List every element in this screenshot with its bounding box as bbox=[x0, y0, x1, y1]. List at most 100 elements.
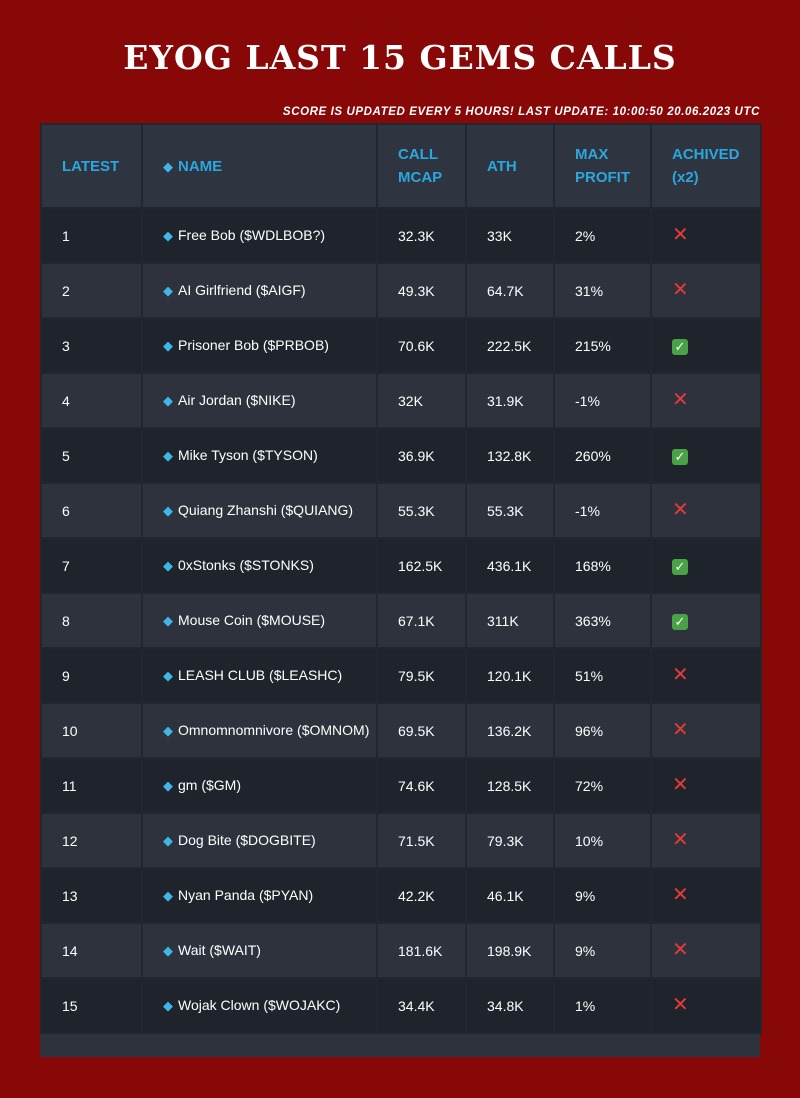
header-achived-label: ACHIVED bbox=[672, 146, 740, 163]
cross-icon: ✕ bbox=[672, 773, 689, 796]
gems-table: LATEST ◆ NAME CALL MCAP ATH MAX PROFIT AC… bbox=[40, 123, 762, 1034]
token-name: Mike Tyson ($TYSON) bbox=[178, 447, 318, 463]
row-call-mcap: 67.1K bbox=[376, 592, 467, 649]
row-ath: 136.2K bbox=[465, 702, 555, 759]
header-achived[interactable]: ACHIVED (x2) bbox=[650, 123, 762, 209]
table-row: 12 ◆ Dog Bite ($DOGBITE) 71.5K 79.3K 10% ✕ bbox=[40, 812, 762, 869]
row-name: ◆ AI Girlfriend ($AIGF) bbox=[141, 262, 378, 319]
row-number: 11 bbox=[40, 757, 143, 814]
row-max-profit: -1% bbox=[553, 482, 652, 539]
row-achieved: ✓ bbox=[650, 317, 762, 374]
token-name: 0xStonks ($STONKS) bbox=[178, 557, 314, 573]
token-name: Prisoner Bob ($PRBOB) bbox=[178, 337, 329, 353]
header-ath[interactable]: ATH bbox=[465, 123, 555, 209]
row-name: ◆ Prisoner Bob ($PRBOB) bbox=[141, 317, 378, 374]
cross-icon: ✕ bbox=[672, 718, 689, 741]
row-name: ◆ Omnomnomnivore ($OMNOM) bbox=[141, 702, 378, 759]
table-row: 6 ◆ Quiang Zhanshi ($QUIANG) 55.3K 55.3K -1% ✕ bbox=[40, 482, 762, 539]
header-max-profit[interactable]: MAX PROFIT bbox=[553, 123, 652, 209]
row-number: 6 bbox=[40, 482, 143, 539]
row-achieved: ✕ bbox=[650, 977, 762, 1034]
table-header-row: LATEST ◆ NAME CALL MCAP ATH MAX PROFIT AC… bbox=[40, 123, 762, 209]
token-name: Free Bob ($WDLBOB?) bbox=[178, 227, 326, 243]
row-achieved: ✕ bbox=[650, 482, 762, 539]
gem-icon: ◆ bbox=[163, 558, 173, 573]
row-achieved: ✓ bbox=[650, 427, 762, 484]
row-number: 5 bbox=[40, 427, 143, 484]
row-number: 15 bbox=[40, 977, 143, 1034]
row-ath: 222.5K bbox=[465, 317, 555, 374]
table-row: 7 ◆ 0xStonks ($STONKS) 162.5K 436.1K 168% ✓ bbox=[40, 537, 762, 594]
row-call-mcap: 70.6K bbox=[376, 317, 467, 374]
row-call-mcap: 32K bbox=[376, 372, 467, 429]
row-ath: 120.1K bbox=[465, 647, 555, 704]
cross-icon: ✕ bbox=[672, 828, 689, 851]
gem-icon: ◆ bbox=[163, 833, 173, 848]
gem-icon: ◆ bbox=[163, 393, 173, 408]
row-achieved: ✕ bbox=[650, 207, 762, 264]
row-ath: 198.9K bbox=[465, 922, 555, 979]
cross-icon: ✕ bbox=[672, 498, 689, 521]
table-row: 3 ◆ Prisoner Bob ($PRBOB) 70.6K 222.5K 215% ✓ bbox=[40, 317, 762, 374]
row-ath: 31.9K bbox=[465, 372, 555, 429]
check-icon: ✓ bbox=[672, 338, 688, 355]
page-title: EYOG LAST 15 GEMS CALLS bbox=[123, 38, 677, 77]
gem-icon: ◆ bbox=[163, 888, 173, 903]
row-call-mcap: 162.5K bbox=[376, 537, 467, 594]
row-ath: 34.8K bbox=[465, 977, 555, 1034]
cross-icon: ✕ bbox=[672, 278, 689, 301]
cross-icon: ✕ bbox=[672, 663, 689, 686]
row-max-profit: 215% bbox=[553, 317, 652, 374]
row-max-profit: 9% bbox=[553, 922, 652, 979]
table-row: 4 ◆ Air Jordan ($NIKE) 32K 31.9K -1% ✕ bbox=[40, 372, 762, 429]
token-name: Nyan Panda ($PYAN) bbox=[178, 887, 314, 903]
table-row: 9 ◆ LEASH CLUB ($LEASHC) 79.5K 120.1K 51% ✕ bbox=[40, 647, 762, 704]
row-achieved: ✕ bbox=[650, 372, 762, 429]
row-call-mcap: 74.6K bbox=[376, 757, 467, 814]
row-achieved: ✕ bbox=[650, 262, 762, 319]
table-row: 15 ◆ Wojak Clown ($WOJAKC) 34.4K 34.8K 1% ✕ bbox=[40, 977, 762, 1034]
row-max-profit: 51% bbox=[553, 647, 652, 704]
row-achieved: ✕ bbox=[650, 867, 762, 924]
row-number: 14 bbox=[40, 922, 143, 979]
row-call-mcap: 69.5K bbox=[376, 702, 467, 759]
row-max-profit: 260% bbox=[553, 427, 652, 484]
cross-icon: ✕ bbox=[672, 938, 689, 961]
row-number: 4 bbox=[40, 372, 143, 429]
row-call-mcap: 79.5K bbox=[376, 647, 467, 704]
check-icon: ✓ bbox=[672, 613, 688, 630]
token-name: Mouse Coin ($MOUSE) bbox=[178, 612, 326, 628]
row-call-mcap: 181.6K bbox=[376, 922, 467, 979]
token-name: Wait ($WAIT) bbox=[178, 942, 261, 958]
check-icon: ✓ bbox=[672, 558, 688, 575]
gem-icon: ◆ bbox=[163, 228, 173, 243]
token-name: Dog Bite ($DOGBITE) bbox=[178, 832, 316, 848]
header-name[interactable]: ◆ NAME bbox=[141, 123, 378, 209]
row-name: ◆ Mouse Coin ($MOUSE) bbox=[141, 592, 378, 649]
row-ath: 79.3K bbox=[465, 812, 555, 869]
row-number: 9 bbox=[40, 647, 143, 704]
header-achived-suffix: (x2) bbox=[672, 169, 699, 186]
row-ath: 436.1K bbox=[465, 537, 555, 594]
row-name: ◆ Air Jordan ($NIKE) bbox=[141, 372, 378, 429]
row-achieved: ✓ bbox=[650, 592, 762, 649]
token-name: gm ($GM) bbox=[178, 777, 241, 793]
gem-icon: ◆ bbox=[163, 668, 173, 683]
row-ath: 46.1K bbox=[465, 867, 555, 924]
table-row: 14 ◆ Wait ($WAIT) 181.6K 198.9K 9% ✕ bbox=[40, 922, 762, 979]
header-latest[interactable]: LATEST bbox=[40, 123, 143, 209]
gem-icon: ◆ bbox=[163, 158, 173, 174]
gem-icon: ◆ bbox=[163, 448, 173, 463]
gem-icon: ◆ bbox=[163, 723, 173, 738]
row-name: ◆ gm ($GM) bbox=[141, 757, 378, 814]
token-name: Quiang Zhanshi ($QUIANG) bbox=[178, 502, 354, 518]
row-call-mcap: 32.3K bbox=[376, 207, 467, 264]
row-number: 3 bbox=[40, 317, 143, 374]
row-call-mcap: 49.3K bbox=[376, 262, 467, 319]
row-number: 8 bbox=[40, 592, 143, 649]
token-name: Wojak Clown ($WOJAKC) bbox=[178, 997, 341, 1013]
gem-icon: ◆ bbox=[163, 503, 173, 518]
header-call-mcap[interactable]: CALL MCAP bbox=[376, 123, 467, 209]
gem-icon: ◆ bbox=[163, 998, 173, 1013]
table-row: 1 ◆ Free Bob ($WDLBOB?) 32.3K 33K 2% ✕ bbox=[40, 207, 762, 264]
